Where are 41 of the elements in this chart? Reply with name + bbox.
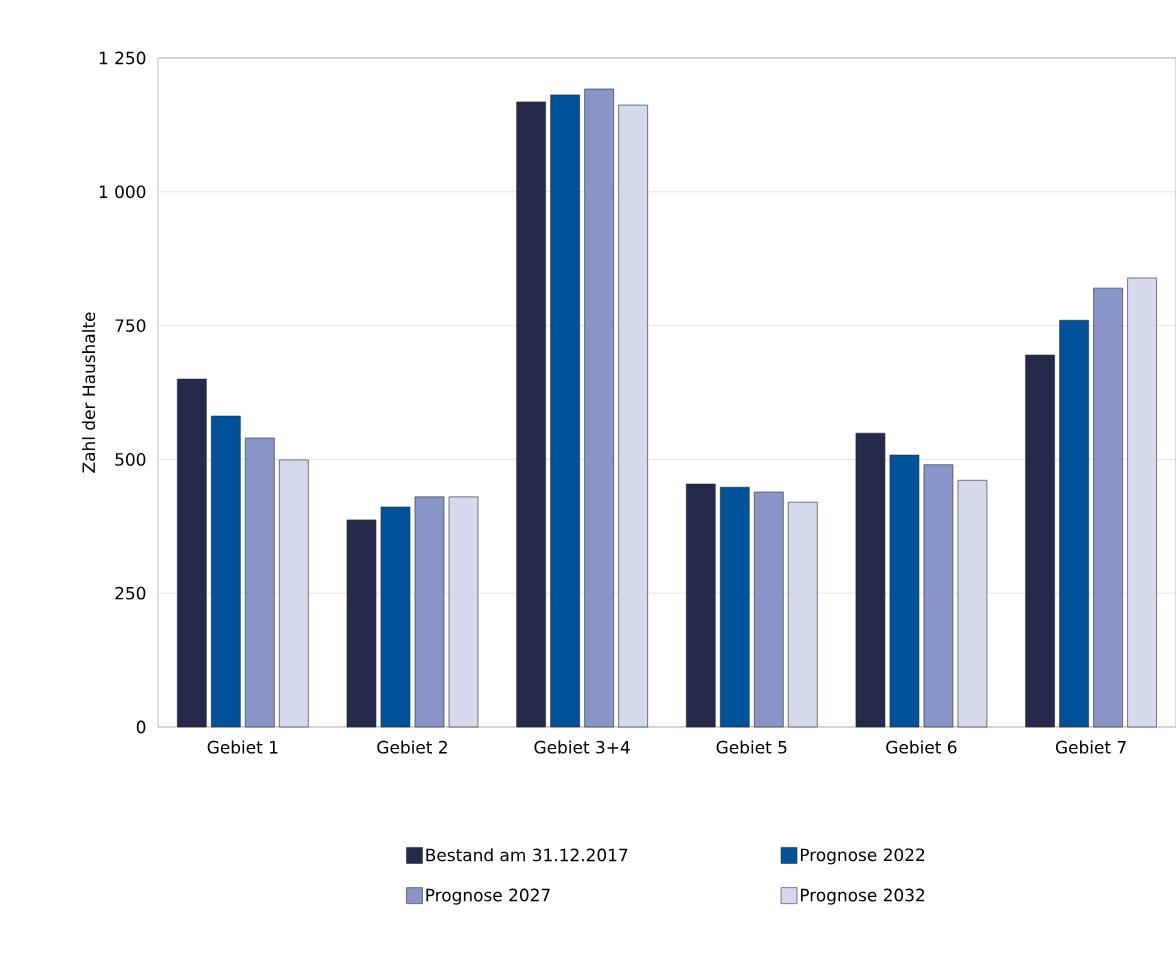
y-tick-label: 1 250 — [99, 51, 146, 65]
bar — [753, 491, 784, 728]
bar — [855, 432, 886, 728]
y-tick-label: 0 — [136, 720, 146, 734]
bar — [177, 378, 207, 728]
bar — [414, 496, 445, 728]
bar — [550, 94, 580, 728]
x-tick-label: Gebiet 5 — [716, 740, 787, 754]
x-tick-label: Gebiet 2 — [377, 740, 447, 754]
legend-label: Prognose 2027 — [426, 888, 550, 905]
bar — [889, 454, 920, 728]
bar — [211, 415, 241, 728]
bar — [1025, 354, 1055, 728]
x-tick-label: Gebiet 6 — [886, 740, 957, 754]
bar — [618, 104, 648, 728]
x-tick-label: Gebiet 7 — [1055, 740, 1126, 754]
x-tick-label: Gebiet 3+4 — [534, 740, 630, 754]
legend-label: Prognose 2032 — [800, 888, 925, 905]
y-axis-title: Zahl der Haushalte — [82, 312, 96, 473]
y-tick-label: 1 000 — [99, 185, 146, 199]
bar — [1059, 319, 1089, 728]
bar — [719, 486, 750, 728]
legend-label: Prognose 2022 — [800, 848, 925, 865]
bar — [245, 437, 275, 728]
bar — [787, 501, 818, 728]
y-tick-label: 250 — [115, 586, 146, 600]
legend-label: Bestand am 31.12.2017 — [426, 848, 628, 862]
bar — [346, 519, 377, 728]
bar — [1127, 277, 1157, 728]
bar — [448, 496, 479, 728]
bar — [516, 101, 546, 728]
x-tick-label: Gebiet 1 — [207, 740, 278, 754]
y-tick-label: 750 — [115, 319, 146, 332]
bar — [380, 506, 411, 728]
bar — [584, 88, 614, 728]
y-tick-label: 500 — [115, 452, 146, 466]
bar — [923, 464, 954, 728]
bar — [957, 479, 988, 728]
bar — [279, 459, 309, 728]
bar — [685, 483, 716, 728]
bar — [1093, 287, 1123, 728]
